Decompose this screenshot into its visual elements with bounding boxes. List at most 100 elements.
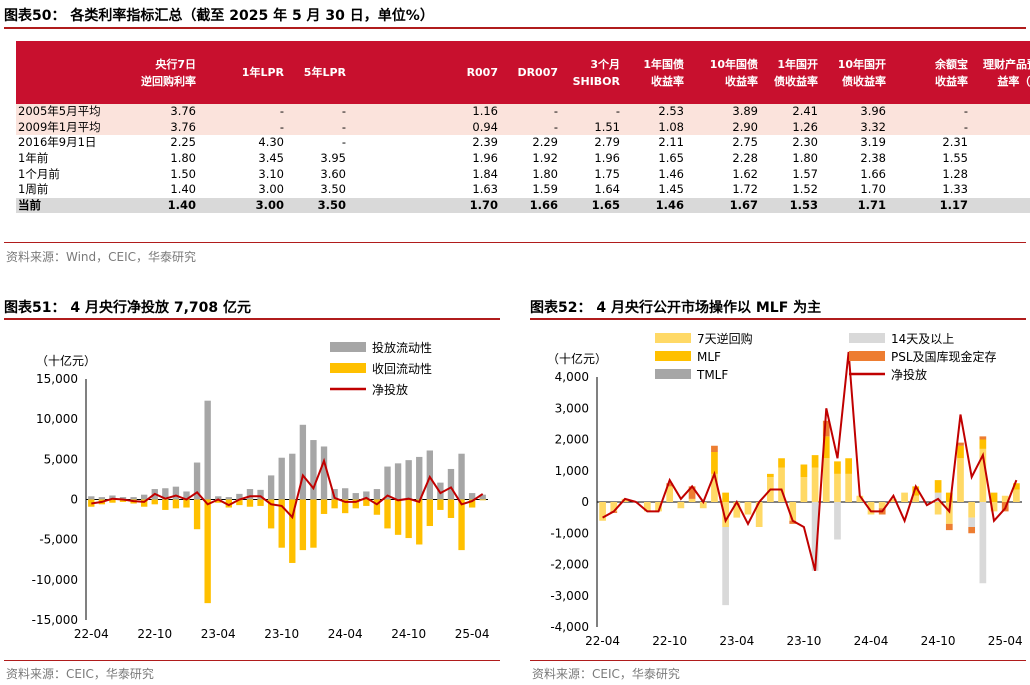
legend-swatch (655, 351, 691, 361)
table-cell (350, 197, 420, 214)
stacked-bar-segment (934, 492, 942, 502)
table-cell: 1.96 (594, 151, 620, 166)
stacked-bar-segment (867, 502, 875, 515)
fig52-title-rule (530, 318, 1026, 320)
table-cell (350, 119, 420, 136)
bar (331, 489, 338, 500)
stacked-bar-segment (968, 527, 976, 534)
stacked-bar-segment (968, 517, 976, 527)
stacked-bar-segment (822, 420, 830, 437)
stacked-bar-segment (789, 502, 797, 521)
table-cell: 1.53 (762, 197, 822, 214)
y-tick-label: -5,000 (39, 533, 78, 547)
bar (447, 468, 455, 500)
stacked-bar-segment (722, 492, 729, 502)
stacked-bar-segment (990, 492, 998, 502)
stacked-bar-segment (957, 442, 964, 446)
y-tick-label: 1,000 (555, 464, 589, 478)
y-tick-label: 0 (581, 495, 589, 509)
stacked-bar-segment (778, 458, 785, 468)
legend-label: PSL及国库现金定存 (891, 349, 997, 364)
col-header: 理财产品预期收益率（6M） (972, 41, 1030, 104)
legend-label: 净投放 (372, 382, 408, 397)
stacked-bar-segment (878, 502, 886, 509)
table-row: 1年前 1.80 3.45 3.95 1.96 1.92 1.96 1.65 2.28 1.80 2… (16, 151, 1030, 167)
fig51-bottom-rule (4, 660, 500, 661)
stacked-bar-segment (1001, 495, 1009, 502)
table-cell: 2.79 (594, 135, 620, 150)
table-cell: 2.75 (732, 135, 758, 150)
table-cell (350, 135, 420, 151)
bar (225, 497, 232, 500)
table-cell: 4.30 (258, 135, 284, 150)
legend-label: 7天逆回购 (697, 331, 753, 346)
stacked-bar-segment (655, 502, 662, 512)
table-cell: 3.19 (860, 135, 886, 150)
y-tick-label: 5,000 (44, 452, 78, 466)
x-tick-label: 24-10 (391, 627, 426, 641)
x-tick-label: 24-04 (328, 627, 363, 641)
stacked-bar-segment (856, 495, 864, 502)
bar (426, 450, 433, 500)
stacked-bar-segment (1013, 483, 1020, 490)
bar (373, 489, 381, 500)
bar (162, 488, 169, 500)
bar (267, 475, 275, 500)
bar (246, 489, 254, 500)
table-cell: 1.66 (860, 166, 886, 181)
y-tick-label: 2,000 (555, 433, 589, 447)
stacked-bar-segment (834, 502, 841, 540)
legend-swatch (330, 342, 366, 352)
bar (183, 491, 190, 500)
stacked-bar-segment (945, 502, 953, 524)
bar (119, 497, 127, 500)
bar (204, 499, 211, 604)
table-cell: 1.70 (420, 197, 502, 214)
table-cell: - (890, 119, 972, 136)
bar (278, 499, 285, 548)
bar (289, 499, 296, 563)
table-cell: 1.96 (472, 151, 498, 166)
bar (119, 499, 127, 502)
table-cell: 1.90 (972, 182, 1030, 198)
table-cell: - (562, 104, 624, 120)
col-header: DR007 (502, 41, 562, 104)
stacked-bar-segment (1013, 489, 1020, 502)
table-cell: - (200, 104, 288, 120)
table-cell: 1.50 (170, 166, 196, 181)
x-tick-label: 23-10 (264, 627, 299, 641)
table-cell: - (288, 119, 350, 136)
stacked-bar-segment (711, 452, 718, 474)
col-header (350, 41, 420, 104)
table-cell: 0.94 (420, 119, 502, 136)
row-label: 2005年5月平均 (16, 104, 108, 120)
table-cell: 2.90 (972, 119, 1030, 136)
table-cell: 3.32 (822, 119, 890, 136)
stacked-bar-segment (834, 473, 841, 502)
table-cell: 1.80 (792, 151, 818, 166)
table-cell: 3.45 (258, 151, 284, 166)
fig52-bottom-rule (530, 660, 1026, 661)
bar (373, 499, 381, 515)
table-cell: 1.63 (472, 182, 498, 197)
table-cell: - (890, 104, 972, 120)
bar (331, 499, 338, 509)
bar (394, 499, 402, 535)
stacked-bar-segment (834, 461, 841, 474)
table-cell: 3.96 (972, 135, 1030, 151)
x-tick-label: 24-10 (921, 634, 956, 648)
table-cell: 1.80 (170, 151, 196, 166)
x-tick-label: 25-04 (988, 634, 1023, 648)
stacked-bar-segment (778, 467, 785, 502)
stacked-bar-segment (722, 502, 729, 527)
x-tick-label: 22-10 (137, 627, 172, 641)
stacked-bar-segment (688, 486, 696, 499)
table-cell: 1.59 (532, 182, 558, 197)
bar (342, 499, 349, 514)
bar (109, 499, 116, 503)
bar (130, 497, 137, 500)
bar (215, 499, 222, 503)
bar (437, 482, 444, 500)
bar (405, 499, 412, 539)
table-cell: 1.90 (972, 197, 1030, 214)
